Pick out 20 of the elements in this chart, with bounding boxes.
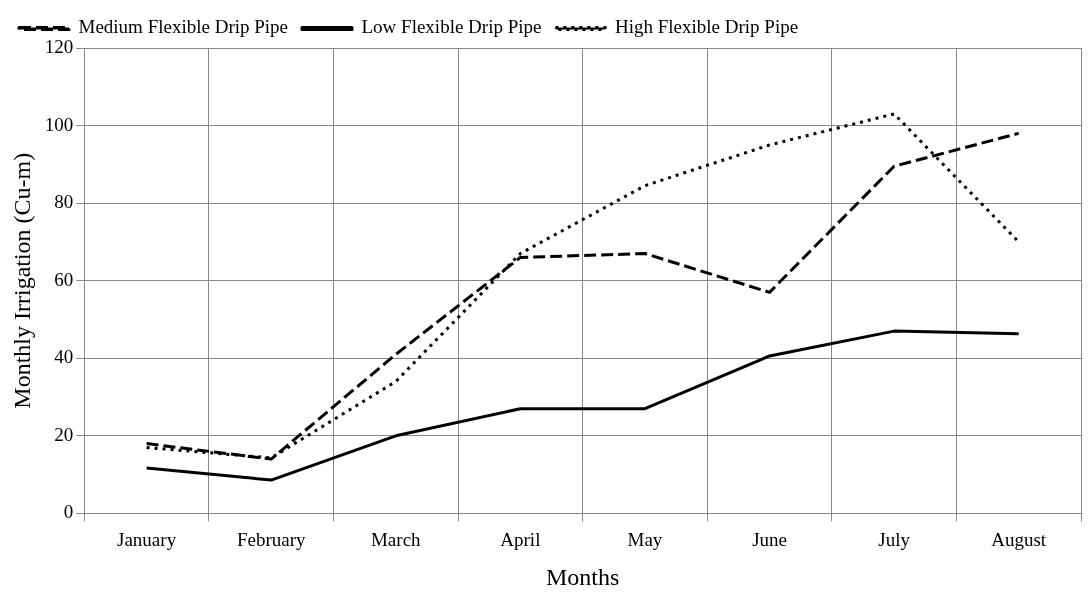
y-tick-label: 120 [44, 35, 74, 57]
y-tick-label: 100 [44, 113, 74, 135]
y-axis-title: Monthly Irrigation (Cu-m) [8, 152, 35, 409]
x-tick-label: June [752, 528, 787, 550]
y-tick-label: 80 [54, 191, 74, 213]
x-tick-label: March [370, 528, 422, 550]
legend-label: High Flexible Drip Pipe [614, 16, 799, 38]
legend-label: Medium Flexible Drip Pipe [78, 16, 289, 38]
x-tick-label: January [117, 528, 177, 550]
x-tick-label: April [500, 528, 541, 550]
x-tick-label: August [991, 528, 1047, 550]
legend-label: Low Flexible Drip Pipe [361, 16, 542, 38]
x-tick-label: May [627, 528, 663, 550]
y-tick-label: 60 [54, 268, 74, 290]
y-tick-label: 20 [54, 423, 74, 445]
x-tick-label: February [236, 528, 306, 550]
x-tick-label: July [878, 528, 911, 550]
x-axis-title: Months [545, 563, 620, 590]
y-tick-label: 0 [63, 501, 74, 523]
y-tick-label: 40 [54, 346, 74, 368]
